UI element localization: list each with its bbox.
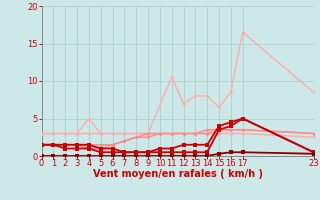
X-axis label: Vent moyen/en rafales ( km/h ): Vent moyen/en rafales ( km/h ) [92, 169, 263, 179]
